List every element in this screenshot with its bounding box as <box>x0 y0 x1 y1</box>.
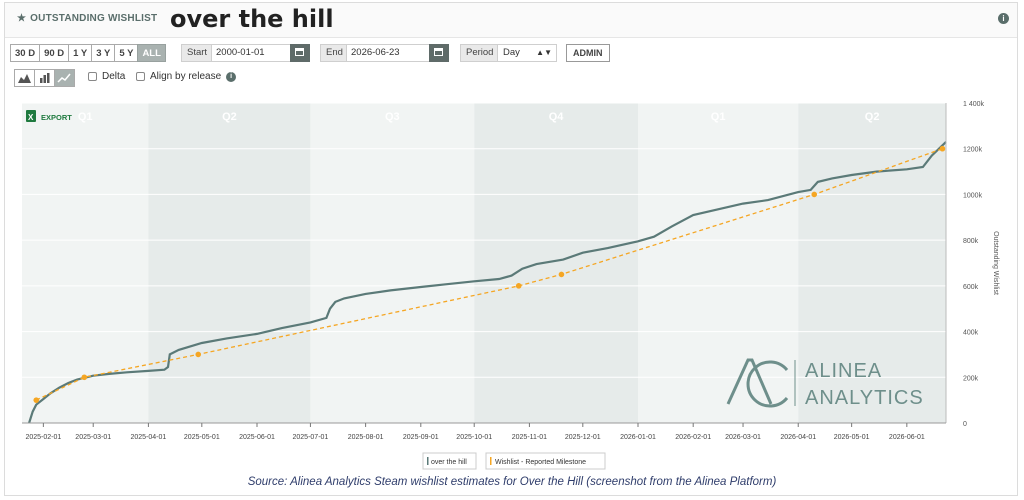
line-chart-button[interactable] <box>54 69 75 87</box>
end-date-input[interactable]: 2026-06-23 <box>346 44 430 62</box>
start-calendar-icon[interactable] <box>290 44 310 62</box>
info-icon[interactable]: i <box>226 71 237 82</box>
period-value: Day <box>503 47 520 58</box>
bar-chart-icon <box>40 73 50 83</box>
star-icon[interactable]: ★ <box>17 13 27 24</box>
range-button-90d[interactable]: 90 D <box>39 44 70 62</box>
area-chart-icon <box>18 74 31 83</box>
start-label: Start <box>181 44 214 62</box>
line-chart-icon <box>57 73 71 83</box>
select-arrow-icon: ▲▼ <box>536 48 552 57</box>
delta-checkbox[interactable]: Delta <box>88 71 125 82</box>
delta-label: Delta <box>102 71 126 82</box>
range-button-5y[interactable]: 5 Y <box>114 44 139 62</box>
source-caption: Source: Alinea Analytics Steam wishlist … <box>247 476 777 488</box>
chart-type-buttons <box>14 69 75 87</box>
section-label: OUTSTANDING WISHLIST <box>30 13 158 24</box>
range-button-1y[interactable]: 1 Y <box>68 44 93 62</box>
section-title: ★ OUTSTANDING WISHLIST <box>17 13 157 24</box>
align-release-checkbox[interactable]: Align by release i <box>136 71 237 82</box>
range-button-30d[interactable]: 30 D <box>10 44 41 62</box>
panel-header: ★ OUTSTANDING WISHLIST over the hill i <box>5 3 1017 38</box>
end-calendar-icon[interactable] <box>429 44 449 62</box>
period-label: Period <box>460 44 500 62</box>
end-label: End <box>320 44 349 62</box>
admin-button[interactable]: ADMIN <box>566 44 610 62</box>
bar-chart-button[interactable] <box>34 69 55 87</box>
info-icon[interactable]: i <box>998 13 1009 24</box>
checkbox-box[interactable] <box>88 72 97 81</box>
game-title: over the hill <box>170 5 334 33</box>
area-chart-button[interactable] <box>14 69 35 87</box>
range-button-3y[interactable]: 3 Y <box>91 44 116 62</box>
period-select[interactable]: Day ▲▼ <box>497 44 557 62</box>
chart-panel: ★ OUTSTANDING WISHLIST over the hill i <box>4 2 1018 496</box>
checkbox-box[interactable] <box>136 72 145 81</box>
start-date-input[interactable]: 2000-01-01 <box>211 44 291 62</box>
align-label: Align by release <box>150 71 222 82</box>
range-button-all[interactable]: ALL <box>137 44 166 62</box>
